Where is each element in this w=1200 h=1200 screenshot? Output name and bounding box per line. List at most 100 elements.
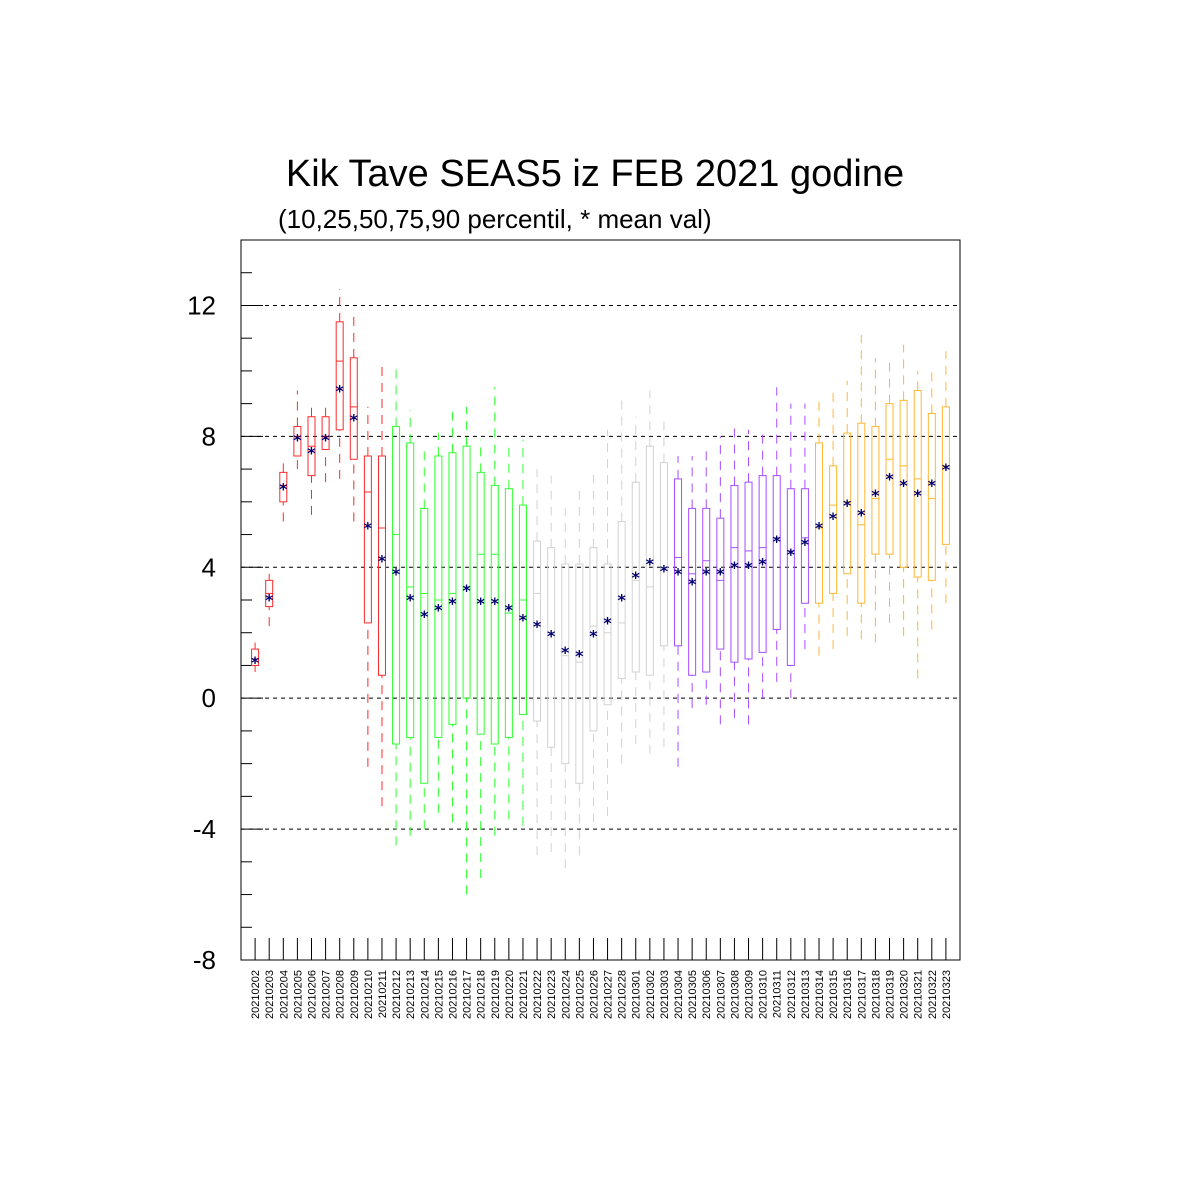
mean-marker: * — [405, 591, 415, 610]
mean-marker: * — [899, 476, 909, 495]
mean-marker: * — [744, 558, 754, 577]
iqr-box — [744, 481, 753, 660]
mean-marker: * — [490, 594, 500, 613]
mean-marker: * — [603, 614, 613, 633]
x-tick-label: 20210223 — [546, 970, 558, 1019]
iqr-box — [392, 426, 401, 745]
x-tick-label: 20210208 — [335, 970, 347, 1019]
mean-marker: * — [856, 506, 866, 525]
mean-marker: * — [377, 551, 387, 570]
iqr-box — [800, 488, 809, 604]
iqr-box — [885, 403, 894, 555]
x-tick-label: 20210218 — [476, 970, 488, 1019]
iqr-box — [561, 563, 570, 765]
x-tick-label: 20210207 — [321, 970, 333, 1019]
iqr-box — [363, 455, 372, 624]
mean-marker: * — [476, 594, 486, 613]
iqr-box — [575, 563, 584, 784]
iqr-box — [688, 507, 697, 676]
mean-marker: * — [264, 591, 274, 610]
iqr-box — [843, 432, 852, 575]
x-tick-label: 20210221 — [518, 970, 530, 1019]
x-tick-label: 20210309 — [744, 970, 756, 1019]
plot-frame — [240, 239, 961, 961]
mean-marker: * — [800, 535, 810, 554]
x-tick-label: 20210318 — [870, 970, 882, 1019]
x-tick-label: 20210228 — [617, 970, 629, 1019]
x-tick-label: 20210212 — [391, 970, 403, 1019]
mean-marker: * — [575, 646, 585, 665]
mean-marker: * — [532, 617, 542, 636]
mean-marker: * — [758, 555, 768, 574]
x-tick-label: 20210227 — [603, 970, 615, 1019]
y-tick-label: 8 — [202, 421, 216, 451]
x-tick-label: 20210311 — [772, 970, 784, 1018]
iqr-box — [857, 422, 866, 604]
iqr-box — [941, 406, 950, 545]
mean-marker: * — [701, 565, 711, 584]
iqr-box — [518, 504, 527, 716]
mean-marker: * — [913, 486, 923, 505]
mean-marker: * — [842, 496, 852, 515]
mean-marker: * — [687, 574, 697, 593]
iqr-box — [871, 426, 880, 555]
iqr-box — [927, 412, 936, 581]
mean-marker: * — [645, 555, 655, 574]
mean-marker: * — [278, 479, 288, 498]
iqr-box — [547, 547, 556, 748]
x-tick-label: 20210214 — [419, 970, 431, 1019]
iqr-box — [674, 478, 683, 647]
x-tick-label: 20210304 — [673, 970, 685, 1019]
x-tick-label: 20210317 — [856, 970, 868, 1019]
y-tick-label: 12 — [187, 290, 216, 320]
x-tick-label: 20210316 — [842, 970, 854, 1019]
chart-title: Kik Tave SEAS5 iz FEB 2021 godine — [286, 153, 904, 195]
mean-marker: * — [631, 568, 641, 587]
mean-marker: * — [349, 411, 359, 430]
mean-marker: * — [335, 381, 345, 400]
mean-marker: * — [560, 643, 570, 662]
iqr-box — [349, 357, 358, 460]
x-tick-label: 20210225 — [574, 970, 586, 1019]
x-tick-label: 20210308 — [729, 970, 741, 1019]
iqr-box — [829, 465, 838, 594]
mean-marker: * — [786, 545, 796, 564]
mean-marker: * — [617, 591, 627, 610]
mean-marker: * — [589, 627, 599, 646]
x-tick-label: 20210303 — [659, 970, 671, 1019]
iqr-box — [490, 484, 499, 745]
x-tick-label: 20210209 — [349, 970, 361, 1019]
mean-marker: * — [941, 460, 951, 479]
x-tick-label: 20210204 — [278, 970, 290, 1019]
iqr-box — [377, 455, 386, 676]
mean-marker: * — [391, 565, 401, 584]
iqr-box — [603, 563, 612, 706]
iqr-box — [659, 462, 668, 647]
iqr-box — [716, 517, 725, 650]
x-tick-label: 20210319 — [885, 970, 897, 1019]
x-tick-label: 20210323 — [941, 970, 953, 1019]
mean-marker: * — [659, 561, 669, 580]
iqr-box — [420, 507, 429, 784]
iqr-box — [617, 520, 626, 680]
x-tick-label: 20210305 — [687, 970, 699, 1019]
x-tick-label: 20210313 — [800, 970, 812, 1019]
x-tick-label: 20210306 — [701, 970, 713, 1019]
x-tick-label: 20210216 — [447, 970, 459, 1019]
iqr-box — [251, 648, 260, 666]
x-tick-label: 20210302 — [645, 970, 657, 1019]
iqr-box — [462, 445, 471, 699]
x-tick-label: 20210203 — [264, 970, 276, 1019]
mean-marker: * — [307, 443, 317, 462]
mean-marker: * — [772, 532, 782, 551]
iqr-box — [335, 321, 344, 431]
mean-marker: * — [885, 470, 895, 489]
x-tick-label: 20210322 — [927, 970, 939, 1019]
x-tick-label: 20210220 — [504, 970, 516, 1019]
mean-marker: * — [363, 519, 373, 538]
mean-marker: * — [927, 476, 937, 495]
iqr-box — [702, 507, 711, 673]
mean-marker: * — [716, 565, 726, 584]
iqr-box — [786, 488, 795, 666]
mean-marker: * — [293, 430, 303, 449]
